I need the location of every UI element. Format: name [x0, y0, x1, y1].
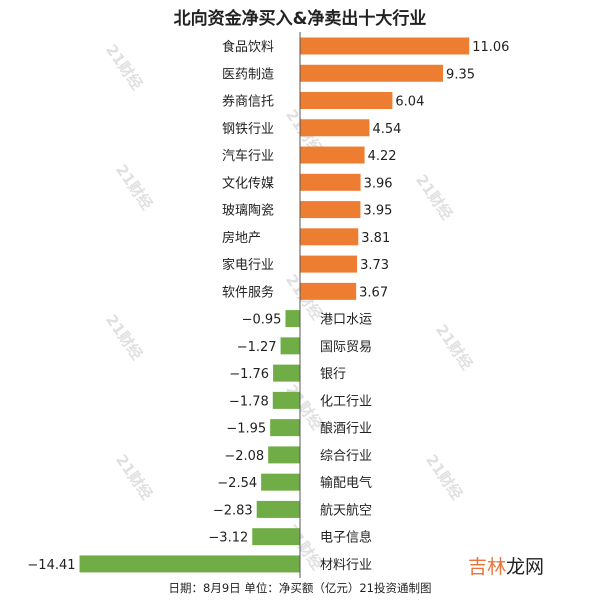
- bar: [261, 473, 300, 491]
- bar: [300, 119, 370, 137]
- watermark-text: 21财经: [422, 451, 466, 503]
- chart-footer: 日期：8月9日 单位：净买额（亿元）21投资通制图: [168, 581, 432, 595]
- category-label: 钢铁行业: [222, 122, 274, 137]
- data-label: −3.12: [208, 531, 248, 546]
- category-label: 电子信息: [320, 530, 372, 546]
- category-label: 券商信托: [222, 94, 274, 110]
- data-label: −2.08: [224, 449, 264, 464]
- bar: [300, 255, 358, 273]
- watermark-text: 21财经: [412, 171, 456, 223]
- data-label: −0.95: [242, 313, 282, 328]
- watermark-text: 21财经: [112, 161, 156, 213]
- bar: [300, 228, 359, 246]
- data-label: −1.76: [229, 367, 269, 382]
- category-label: 医药制造: [222, 67, 274, 82]
- bar: [300, 282, 357, 300]
- category-label: 文化传媒: [222, 176, 274, 191]
- category-label: 食品饮料: [222, 39, 274, 55]
- data-label: 4.54: [372, 122, 401, 137]
- category-label: 银行: [320, 367, 346, 382]
- category-label: 酿酒行业: [320, 421, 372, 437]
- data-label: −2.83: [213, 503, 253, 518]
- data-label: −2.54: [217, 476, 257, 491]
- category-label: 输配电气: [320, 475, 372, 491]
- category-label: 房地产: [222, 230, 261, 246]
- data-label: 3.96: [364, 176, 393, 191]
- bar: [79, 555, 300, 573]
- bar: [272, 391, 300, 409]
- data-label: −1.27: [237, 340, 277, 355]
- category-label: 航天航空: [320, 502, 372, 518]
- bar: [273, 364, 300, 382]
- bar: [270, 419, 300, 437]
- data-label: 9.35: [446, 67, 475, 82]
- data-label: 3.73: [360, 258, 389, 273]
- data-label: 11.06: [472, 40, 509, 55]
- data-label: −14.41: [27, 558, 75, 573]
- category-label: 材料行业: [320, 558, 372, 573]
- bar: [300, 201, 361, 219]
- bar: [252, 528, 300, 546]
- bar: [268, 446, 300, 464]
- bar: [300, 146, 365, 164]
- chart-title: 北向资金净买入&净卖出十大行业: [173, 9, 427, 29]
- site-logo: 吉林龙网: [468, 556, 545, 578]
- watermark-text: 21财经: [112, 451, 156, 503]
- bar: [256, 500, 300, 518]
- category-label: 软件服务: [222, 284, 274, 300]
- category-label: 综合行业: [320, 449, 372, 464]
- watermark-text: 21财经: [102, 41, 146, 93]
- category-label: 玻璃陶瓷: [222, 203, 274, 219]
- bar: [300, 37, 470, 55]
- category-label: 国际贸易: [320, 340, 372, 355]
- bar: [280, 337, 300, 355]
- watermark-text: 21财经: [102, 311, 146, 363]
- data-label: 4.22: [368, 149, 397, 164]
- category-label: 汽车行业: [222, 148, 274, 164]
- data-label: −1.95: [226, 422, 266, 437]
- data-label: 3.95: [363, 204, 392, 219]
- category-label: 港口水运: [320, 313, 372, 328]
- category-label: 家电行业: [222, 257, 274, 273]
- data-label: 3.67: [359, 285, 388, 300]
- bar: [300, 64, 444, 82]
- bar: [300, 173, 361, 191]
- bar: [300, 92, 393, 110]
- category-label: 化工行业: [320, 394, 372, 409]
- watermark-text: 21财经: [432, 321, 476, 373]
- data-label: −1.78: [229, 394, 269, 409]
- data-label: 6.04: [395, 95, 424, 110]
- bar: [285, 310, 300, 328]
- data-label: 3.81: [361, 231, 390, 246]
